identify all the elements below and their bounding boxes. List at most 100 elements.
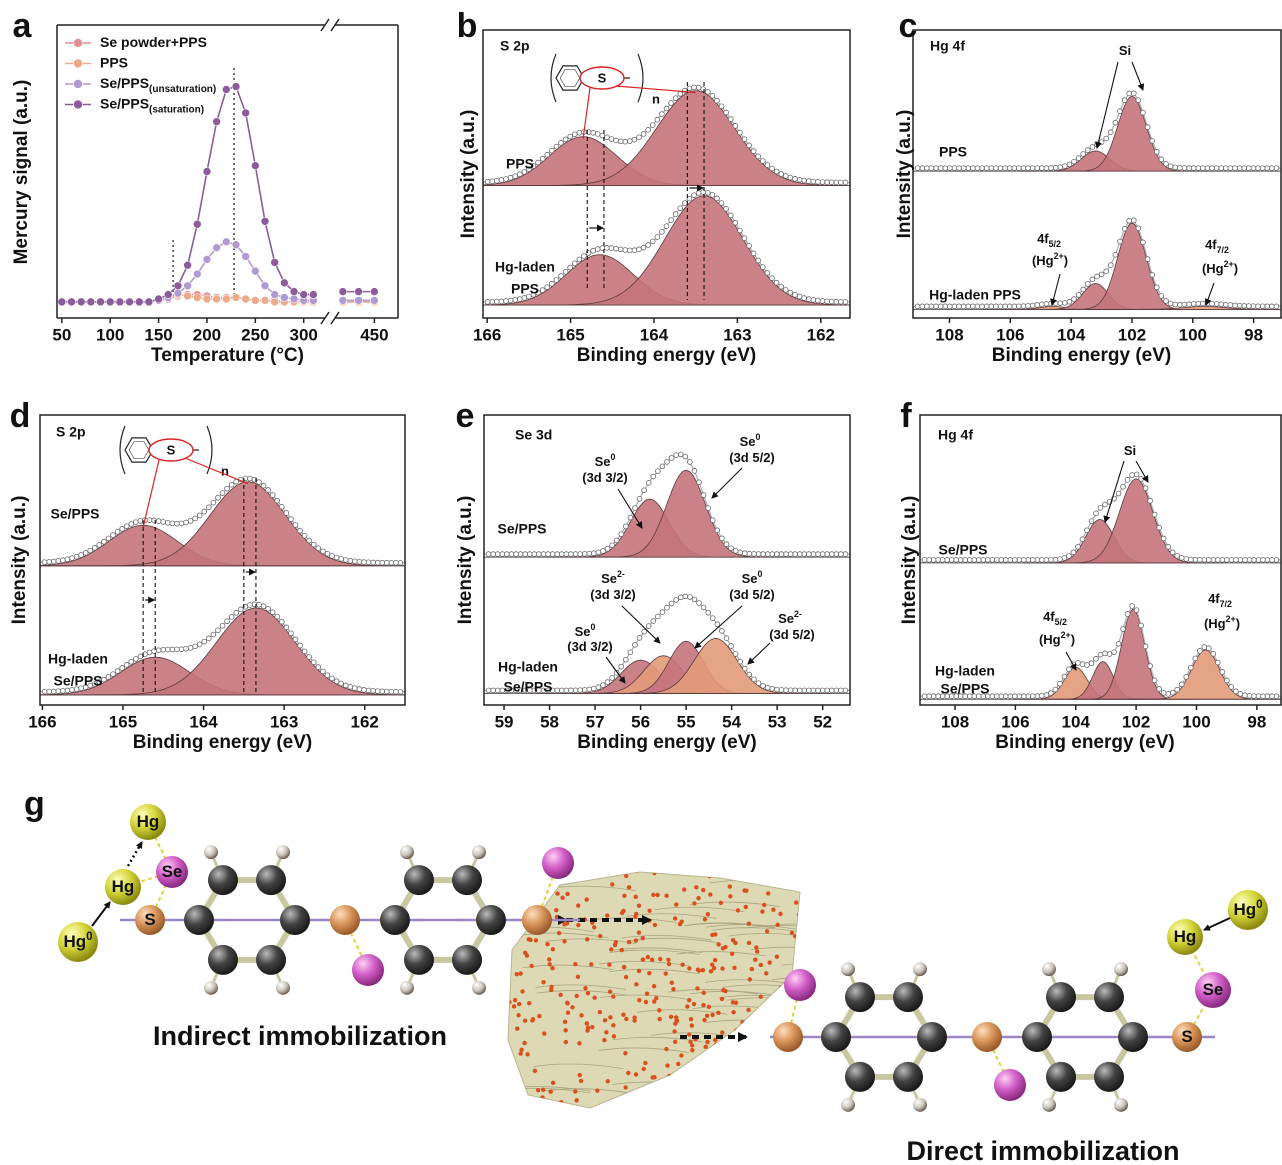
particle xyxy=(528,865,532,869)
data-point xyxy=(280,279,288,287)
particle xyxy=(516,1013,520,1017)
x-axis-label: Temperature (°C) xyxy=(151,345,304,366)
particle xyxy=(523,951,527,955)
particle xyxy=(672,1029,676,1033)
particle xyxy=(562,939,566,943)
data-point xyxy=(203,255,211,263)
data-point xyxy=(222,295,230,303)
particle xyxy=(551,947,555,951)
legend-label: PPS xyxy=(100,54,128,70)
arrow xyxy=(128,842,142,866)
particle xyxy=(586,1026,590,1030)
particle xyxy=(764,971,768,975)
series-line xyxy=(62,87,314,302)
text-part: 0 xyxy=(755,432,760,442)
particle xyxy=(746,1008,750,1012)
x-tick-label: 163 xyxy=(270,712,298,731)
particle xyxy=(765,1021,769,1025)
panel-label: b xyxy=(457,7,478,45)
data-point xyxy=(203,295,211,303)
text-part: ) xyxy=(1236,616,1240,631)
data-point xyxy=(339,296,347,304)
particle xyxy=(702,991,706,995)
sample-label: Se/PPS xyxy=(940,681,989,697)
particle xyxy=(748,977,752,981)
sample-label: Se/PPS xyxy=(53,673,102,689)
text-part: (Hg xyxy=(1202,261,1224,276)
x-tick-label: 162 xyxy=(807,325,835,344)
particle xyxy=(602,1038,606,1042)
particle xyxy=(759,866,763,870)
particle xyxy=(503,895,507,899)
particle xyxy=(667,962,671,966)
particle xyxy=(747,921,751,925)
particle xyxy=(542,1031,546,1035)
particle xyxy=(604,1030,608,1034)
atom xyxy=(913,1098,927,1112)
text-part: 2+ xyxy=(1054,251,1064,261)
atom xyxy=(280,905,310,935)
sample-label: Hg-laden PPS xyxy=(929,287,1021,303)
particle xyxy=(514,896,518,900)
particle xyxy=(514,1068,518,1072)
particle xyxy=(759,963,763,967)
data-point xyxy=(222,85,230,93)
data-point xyxy=(309,291,317,299)
particle xyxy=(623,1051,627,1055)
particle xyxy=(750,967,754,971)
data-point xyxy=(97,298,105,306)
x-tick-label: 100 xyxy=(1179,325,1207,344)
inset-repeat: n xyxy=(221,463,229,478)
particle xyxy=(771,1016,775,1020)
atom xyxy=(1094,982,1124,1012)
atom xyxy=(821,1022,851,1052)
particle xyxy=(655,866,659,870)
x-tick-label: 53 xyxy=(768,712,787,731)
data-point xyxy=(213,118,221,126)
particle xyxy=(511,1069,515,1073)
text-part: (3d 5/2) xyxy=(769,627,815,642)
particle xyxy=(682,887,686,891)
schematic: g Indirect immobilization Direct immobil… xyxy=(24,785,1268,1165)
particle xyxy=(633,915,637,919)
particle xyxy=(705,1040,709,1044)
data-point xyxy=(261,217,269,225)
data-point xyxy=(174,282,182,290)
particle xyxy=(557,931,561,935)
particle xyxy=(664,971,668,975)
panel-title: Hg 4f xyxy=(938,427,973,443)
particle xyxy=(696,968,700,972)
y-axis-label: Mercury signal (a.u.) xyxy=(11,80,32,265)
annotation-arrow xyxy=(748,643,770,664)
particle xyxy=(715,1103,719,1107)
atom xyxy=(204,981,218,995)
y-axis-label: Intensity (a.u.) xyxy=(455,496,476,625)
sample-label: PPS xyxy=(511,281,539,297)
data-point xyxy=(261,296,269,304)
data-point xyxy=(77,298,85,306)
particle xyxy=(729,1047,733,1051)
particle xyxy=(776,1051,780,1055)
particle xyxy=(623,1085,627,1089)
fit-peak xyxy=(493,196,850,305)
text-part: Hg xyxy=(63,932,86,951)
y-axis-label: Intensity (a.u.) xyxy=(458,110,479,239)
text-part: Se xyxy=(601,571,617,586)
x-tick-label: 150 xyxy=(144,325,172,344)
particle xyxy=(731,1101,735,1105)
legend-name: Se powder+PPS xyxy=(100,34,207,50)
particle xyxy=(694,1089,698,1093)
data-point xyxy=(355,288,363,296)
annotation: (3d 5/2) xyxy=(769,627,815,642)
text-part: 0 xyxy=(757,569,762,579)
atom-label: Hg xyxy=(1174,927,1197,946)
x-axis-label: Binding energy (eV) xyxy=(133,732,312,753)
particle xyxy=(525,1052,529,1056)
particle xyxy=(689,1017,693,1021)
particle xyxy=(687,1032,691,1036)
particle xyxy=(634,982,638,986)
particle xyxy=(647,909,651,913)
particle xyxy=(539,885,543,889)
particle xyxy=(565,1001,569,1005)
atom xyxy=(1022,1022,1052,1052)
